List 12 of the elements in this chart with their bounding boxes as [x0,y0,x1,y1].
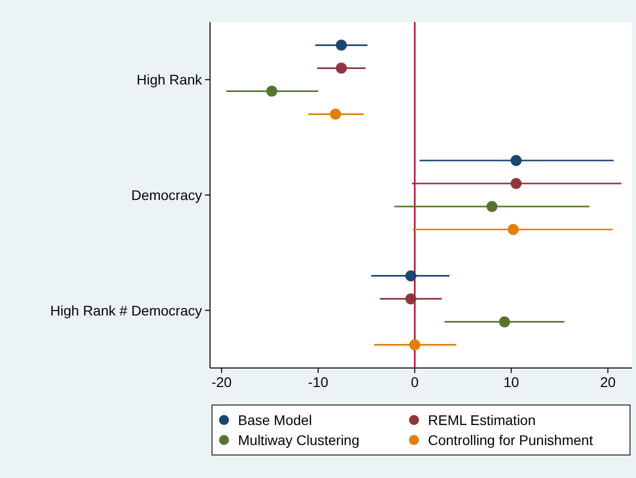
legend-label: Controlling for Punishment [428,432,594,448]
legend-label: REML Estimation [428,412,536,428]
x-tick-label: 0 [410,374,419,390]
x-tick-label: 10 [504,374,520,390]
y-tick-label: High Rank [136,72,203,88]
x-tick-label: 20 [600,374,616,390]
legend-label: Multiway Clustering [238,432,360,448]
y-tick-label: Democracy [131,187,202,203]
y-tick-label: High Rank # Democracy [50,302,202,318]
x-tick-label: -10 [308,374,328,390]
x-tick-label: -20 [211,374,232,390]
legend-label: Base Model [238,412,312,428]
